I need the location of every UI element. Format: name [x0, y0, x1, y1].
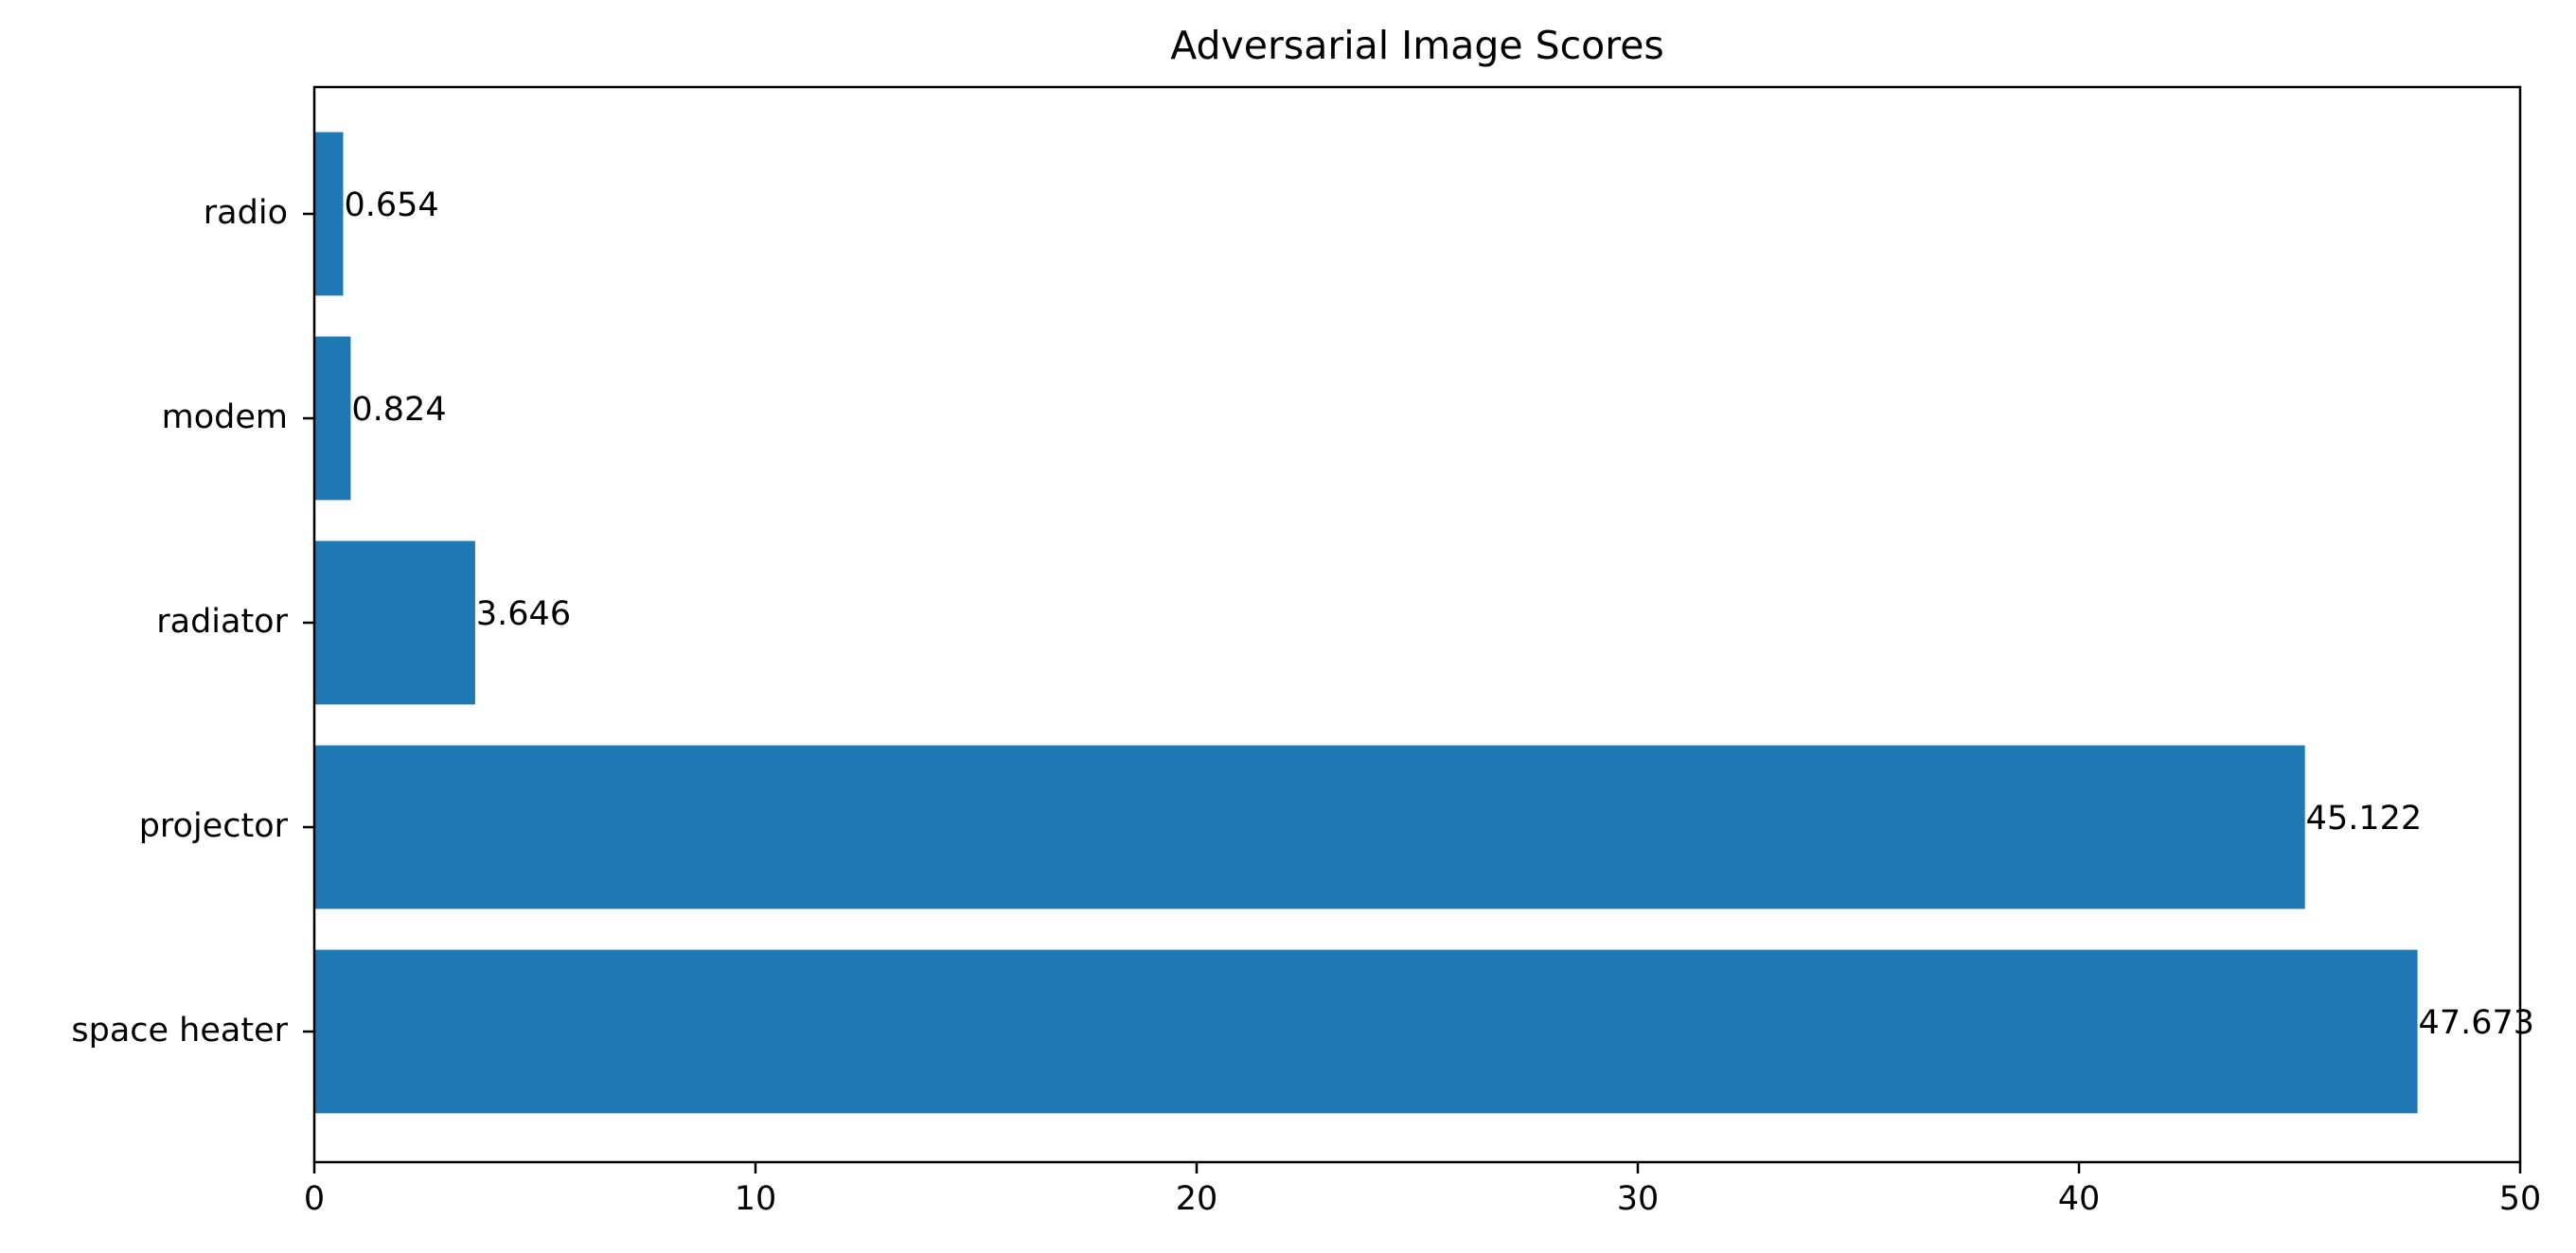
data-label-radiator: 3.646 — [476, 595, 571, 633]
x-tick-label-40: 40 — [2058, 1180, 2101, 1218]
bar-radiator — [314, 540, 475, 705]
plot-frame — [312, 85, 2522, 1164]
x-tick-label-30: 30 — [1617, 1180, 1660, 1218]
data-label-radio: 0.654 — [344, 186, 438, 224]
x-tick-label-50: 50 — [2499, 1180, 2542, 1218]
bars-layer — [314, 132, 2418, 1114]
y-tick-label-space-heater: space heater — [71, 1012, 288, 1050]
bar-projector — [314, 745, 2305, 909]
y-tick-label-projector: projector — [139, 807, 289, 845]
x-tick-label-10: 10 — [735, 1180, 777, 1218]
chart-title: Adversarial Image Scores — [1170, 23, 1664, 68]
data-label-modem: 0.824 — [351, 391, 446, 429]
y-tick-label-modem: modem — [162, 398, 288, 436]
data-labels-layer: 47.673 45.122 3.646 0.824 0.654 — [344, 186, 2534, 1042]
data-label-projector: 45.122 — [2306, 800, 2422, 838]
y-tick-label-radiator: radiator — [156, 603, 288, 641]
bar-radio — [314, 132, 344, 296]
bar-space-heater — [314, 949, 2418, 1114]
bar-modem — [314, 336, 351, 501]
y-tick-label-radio: radio — [204, 194, 288, 232]
x-tick-label-0: 0 — [304, 1180, 325, 1218]
x-tick-label-20: 20 — [1176, 1180, 1218, 1218]
data-label-space-heater: 47.673 — [2419, 1004, 2534, 1042]
y-axis-ticks: space heater projector radiator modem radio — [71, 194, 314, 1050]
x-axis-ticks: 0 10 20 30 40 50 — [304, 1162, 2541, 1218]
